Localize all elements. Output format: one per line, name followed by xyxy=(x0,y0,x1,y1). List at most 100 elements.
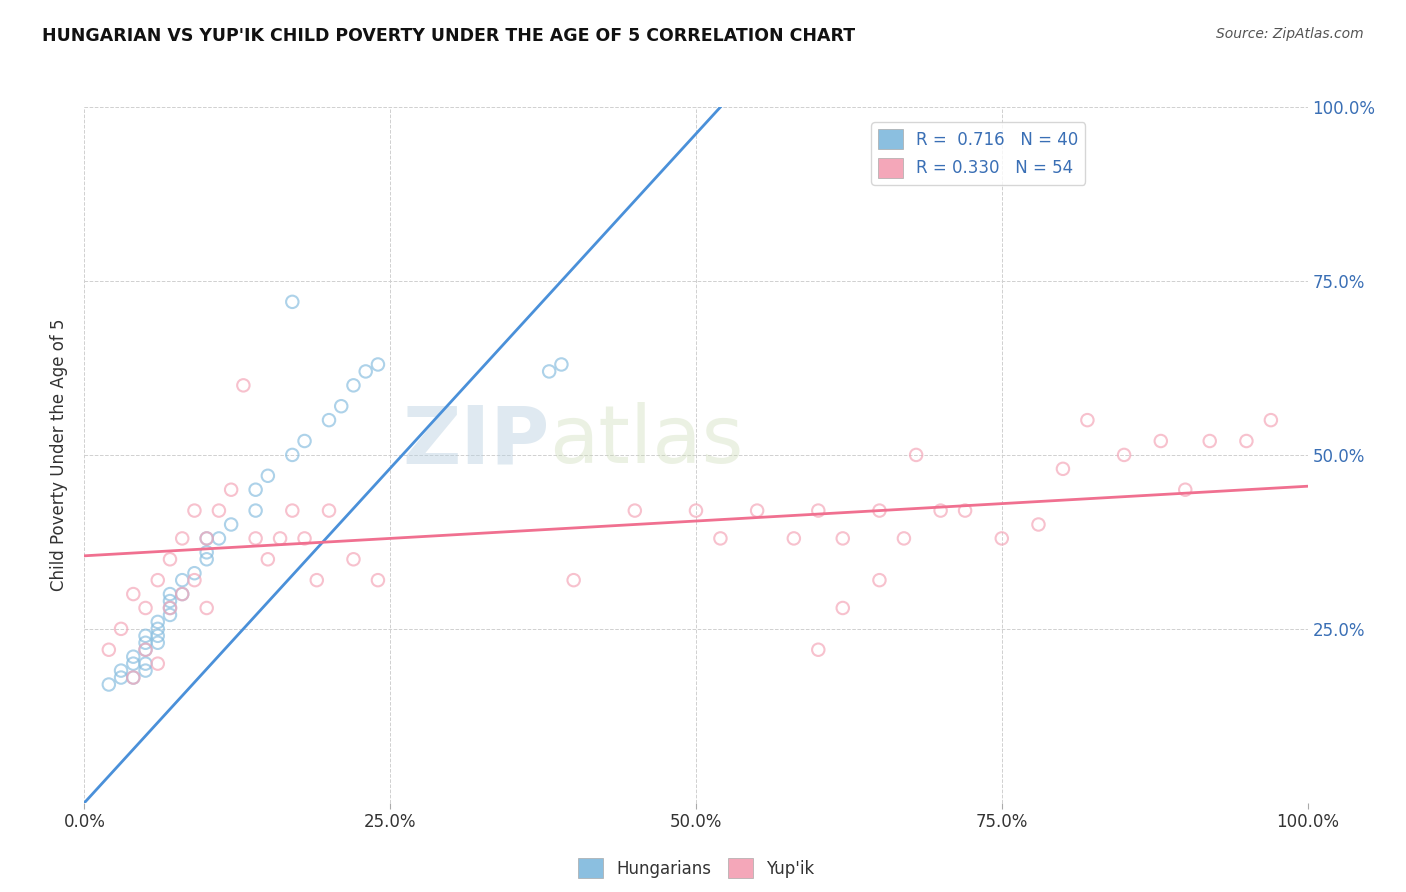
Point xyxy=(1028,517,1050,532)
Point xyxy=(330,399,353,413)
Legend: Hungarians, Yup'ik: Hungarians, Yup'ik xyxy=(571,851,821,885)
Point xyxy=(172,587,194,601)
Point xyxy=(342,378,364,392)
Point xyxy=(294,434,316,448)
Point xyxy=(685,503,707,517)
Point xyxy=(709,532,731,546)
Point xyxy=(146,615,169,629)
Point xyxy=(831,532,853,546)
Text: HUNGARIAN VS YUP'IK CHILD POVERTY UNDER THE AGE OF 5 CORRELATION CHART: HUNGARIAN VS YUP'IK CHILD POVERTY UNDER … xyxy=(42,27,855,45)
Point xyxy=(232,378,254,392)
Point xyxy=(110,622,132,636)
Point xyxy=(305,573,328,587)
Point xyxy=(172,532,194,546)
Point xyxy=(367,358,389,372)
Point xyxy=(195,552,218,566)
Point xyxy=(97,677,120,691)
Point xyxy=(953,503,976,517)
Point xyxy=(807,503,830,517)
Point xyxy=(869,573,891,587)
Point xyxy=(122,587,145,601)
Point xyxy=(195,601,218,615)
Point xyxy=(159,607,181,622)
Point xyxy=(1150,434,1173,448)
Point xyxy=(929,503,952,517)
Point xyxy=(219,517,242,532)
Point xyxy=(146,573,169,587)
Point xyxy=(550,358,572,372)
Y-axis label: Child Poverty Under the Age of 5: Child Poverty Under the Age of 5 xyxy=(51,318,69,591)
Point xyxy=(1260,413,1282,427)
Point xyxy=(1174,483,1197,497)
Point xyxy=(146,636,169,650)
Point xyxy=(538,364,561,378)
Point xyxy=(172,573,194,587)
Point xyxy=(146,657,169,671)
Point xyxy=(257,468,280,483)
Point xyxy=(135,601,157,615)
Point xyxy=(135,629,157,643)
Point xyxy=(159,587,181,601)
Point xyxy=(159,594,181,608)
Point xyxy=(245,532,267,546)
Point xyxy=(1236,434,1258,448)
Point xyxy=(146,622,169,636)
Point xyxy=(208,503,231,517)
Point xyxy=(159,552,181,566)
Point xyxy=(159,601,181,615)
Point xyxy=(208,532,231,546)
Point xyxy=(562,573,585,587)
Point xyxy=(342,552,364,566)
Point xyxy=(159,601,181,615)
Point xyxy=(97,642,120,657)
Point xyxy=(110,664,132,678)
Point xyxy=(135,642,157,657)
Point xyxy=(257,552,280,566)
Point xyxy=(281,448,304,462)
Point xyxy=(294,532,316,546)
Point xyxy=(245,483,267,497)
Point xyxy=(122,649,145,664)
Point xyxy=(747,503,769,517)
Point xyxy=(245,503,267,517)
Point xyxy=(869,503,891,517)
Point xyxy=(195,532,218,546)
Point xyxy=(893,532,915,546)
Point xyxy=(367,573,389,587)
Point xyxy=(135,642,157,657)
Point xyxy=(1052,462,1074,476)
Text: ZIP: ZIP xyxy=(402,402,550,480)
Point xyxy=(122,671,145,685)
Point xyxy=(281,294,304,309)
Point xyxy=(183,573,205,587)
Point xyxy=(269,532,291,546)
Point xyxy=(318,503,340,517)
Point xyxy=(183,503,205,517)
Point xyxy=(195,532,218,546)
Point xyxy=(183,566,205,581)
Point xyxy=(135,664,157,678)
Point xyxy=(783,532,806,546)
Point xyxy=(991,532,1014,546)
Point xyxy=(905,448,928,462)
Point xyxy=(135,636,157,650)
Text: atlas: atlas xyxy=(550,402,744,480)
Point xyxy=(354,364,377,378)
Point xyxy=(1076,413,1098,427)
Point xyxy=(1198,434,1220,448)
Point xyxy=(172,587,194,601)
Point xyxy=(122,671,145,685)
Point xyxy=(318,413,340,427)
Point xyxy=(624,503,647,517)
Point xyxy=(831,601,853,615)
Point xyxy=(135,657,157,671)
Point xyxy=(807,642,830,657)
Point xyxy=(281,503,304,517)
Point xyxy=(110,671,132,685)
Text: Source: ZipAtlas.com: Source: ZipAtlas.com xyxy=(1216,27,1364,41)
Point xyxy=(195,545,218,559)
Point xyxy=(1114,448,1136,462)
Point xyxy=(122,657,145,671)
Point xyxy=(219,483,242,497)
Point xyxy=(146,629,169,643)
